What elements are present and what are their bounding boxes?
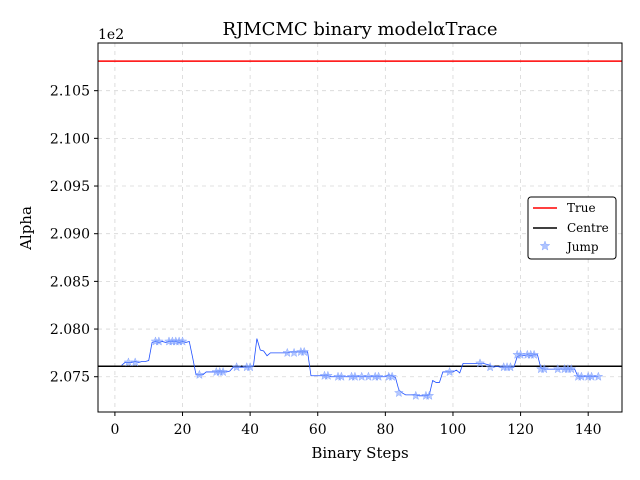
y-tick-label: 2.075 bbox=[50, 370, 90, 386]
jump-point bbox=[566, 364, 577, 374]
legend-box bbox=[527, 196, 617, 260]
jump-point bbox=[336, 371, 347, 381]
jump-point bbox=[194, 369, 205, 379]
jump-point bbox=[485, 362, 495, 372]
jump-point bbox=[410, 390, 421, 400]
legend-jump-star bbox=[539, 240, 551, 251]
y-tick-label: 2.090 bbox=[50, 227, 90, 243]
legend: True Centre Jump bbox=[527, 196, 617, 260]
y-offset-label: 1e2 bbox=[98, 27, 124, 43]
y-axis-title: Alpha bbox=[17, 206, 35, 251]
x-tick-label: 80 bbox=[376, 422, 394, 438]
y-tick-label: 2.085 bbox=[50, 274, 90, 290]
x-tick-label: 100 bbox=[440, 422, 467, 438]
chart-title: RJMCMC binary modelαTrace bbox=[222, 19, 497, 40]
x-tick-label: 60 bbox=[309, 422, 327, 438]
jump-point bbox=[444, 366, 455, 377]
y-tick-label: 2.105 bbox=[50, 84, 90, 100]
x-tick-label: 0 bbox=[110, 422, 119, 438]
reference-lines bbox=[98, 60, 622, 367]
x-axis-ticks: 0 20 40 60 80 100 120 140 bbox=[110, 412, 602, 438]
x-tick-label: 20 bbox=[174, 422, 192, 438]
grid bbox=[98, 43, 622, 412]
jump-point bbox=[323, 370, 333, 380]
jump-point bbox=[539, 364, 550, 374]
jump-point bbox=[593, 371, 604, 381]
legend-jump-star-icon bbox=[539, 240, 551, 251]
jump-point bbox=[218, 366, 228, 377]
y-tick-label: 2.100 bbox=[50, 131, 90, 147]
jump-point bbox=[299, 346, 310, 357]
jump-point bbox=[289, 347, 299, 357]
legend-jump-label: Jump bbox=[565, 240, 599, 254]
x-axis-title: Binary Steps bbox=[311, 444, 408, 462]
jump-point bbox=[424, 390, 435, 400]
jump-point bbox=[177, 336, 188, 346]
jump-point bbox=[231, 362, 242, 372]
jump-point bbox=[154, 336, 164, 346]
jump-point bbox=[130, 357, 141, 367]
y-tick-label: 2.080 bbox=[50, 322, 90, 338]
jump-point bbox=[475, 358, 485, 368]
x-tick-label: 120 bbox=[507, 422, 534, 438]
jump-point bbox=[245, 362, 255, 372]
jump-points bbox=[123, 336, 604, 400]
jump-point bbox=[394, 387, 404, 398]
jump-point bbox=[387, 371, 397, 381]
x-tick-label: 140 bbox=[575, 422, 602, 438]
x-tick-label: 40 bbox=[241, 422, 259, 438]
y-axis-ticks: 2.075 2.080 2.085 2.090 2.095 2.100 2.105 bbox=[50, 84, 98, 386]
y-tick-label: 2.095 bbox=[50, 179, 90, 195]
jump-point bbox=[373, 371, 384, 381]
jump-point bbox=[529, 349, 539, 359]
jump-point bbox=[505, 362, 516, 372]
legend-true-label: True bbox=[567, 201, 596, 215]
legend-centre-label: Centre bbox=[567, 221, 609, 235]
plot-frame bbox=[97, 42, 623, 413]
